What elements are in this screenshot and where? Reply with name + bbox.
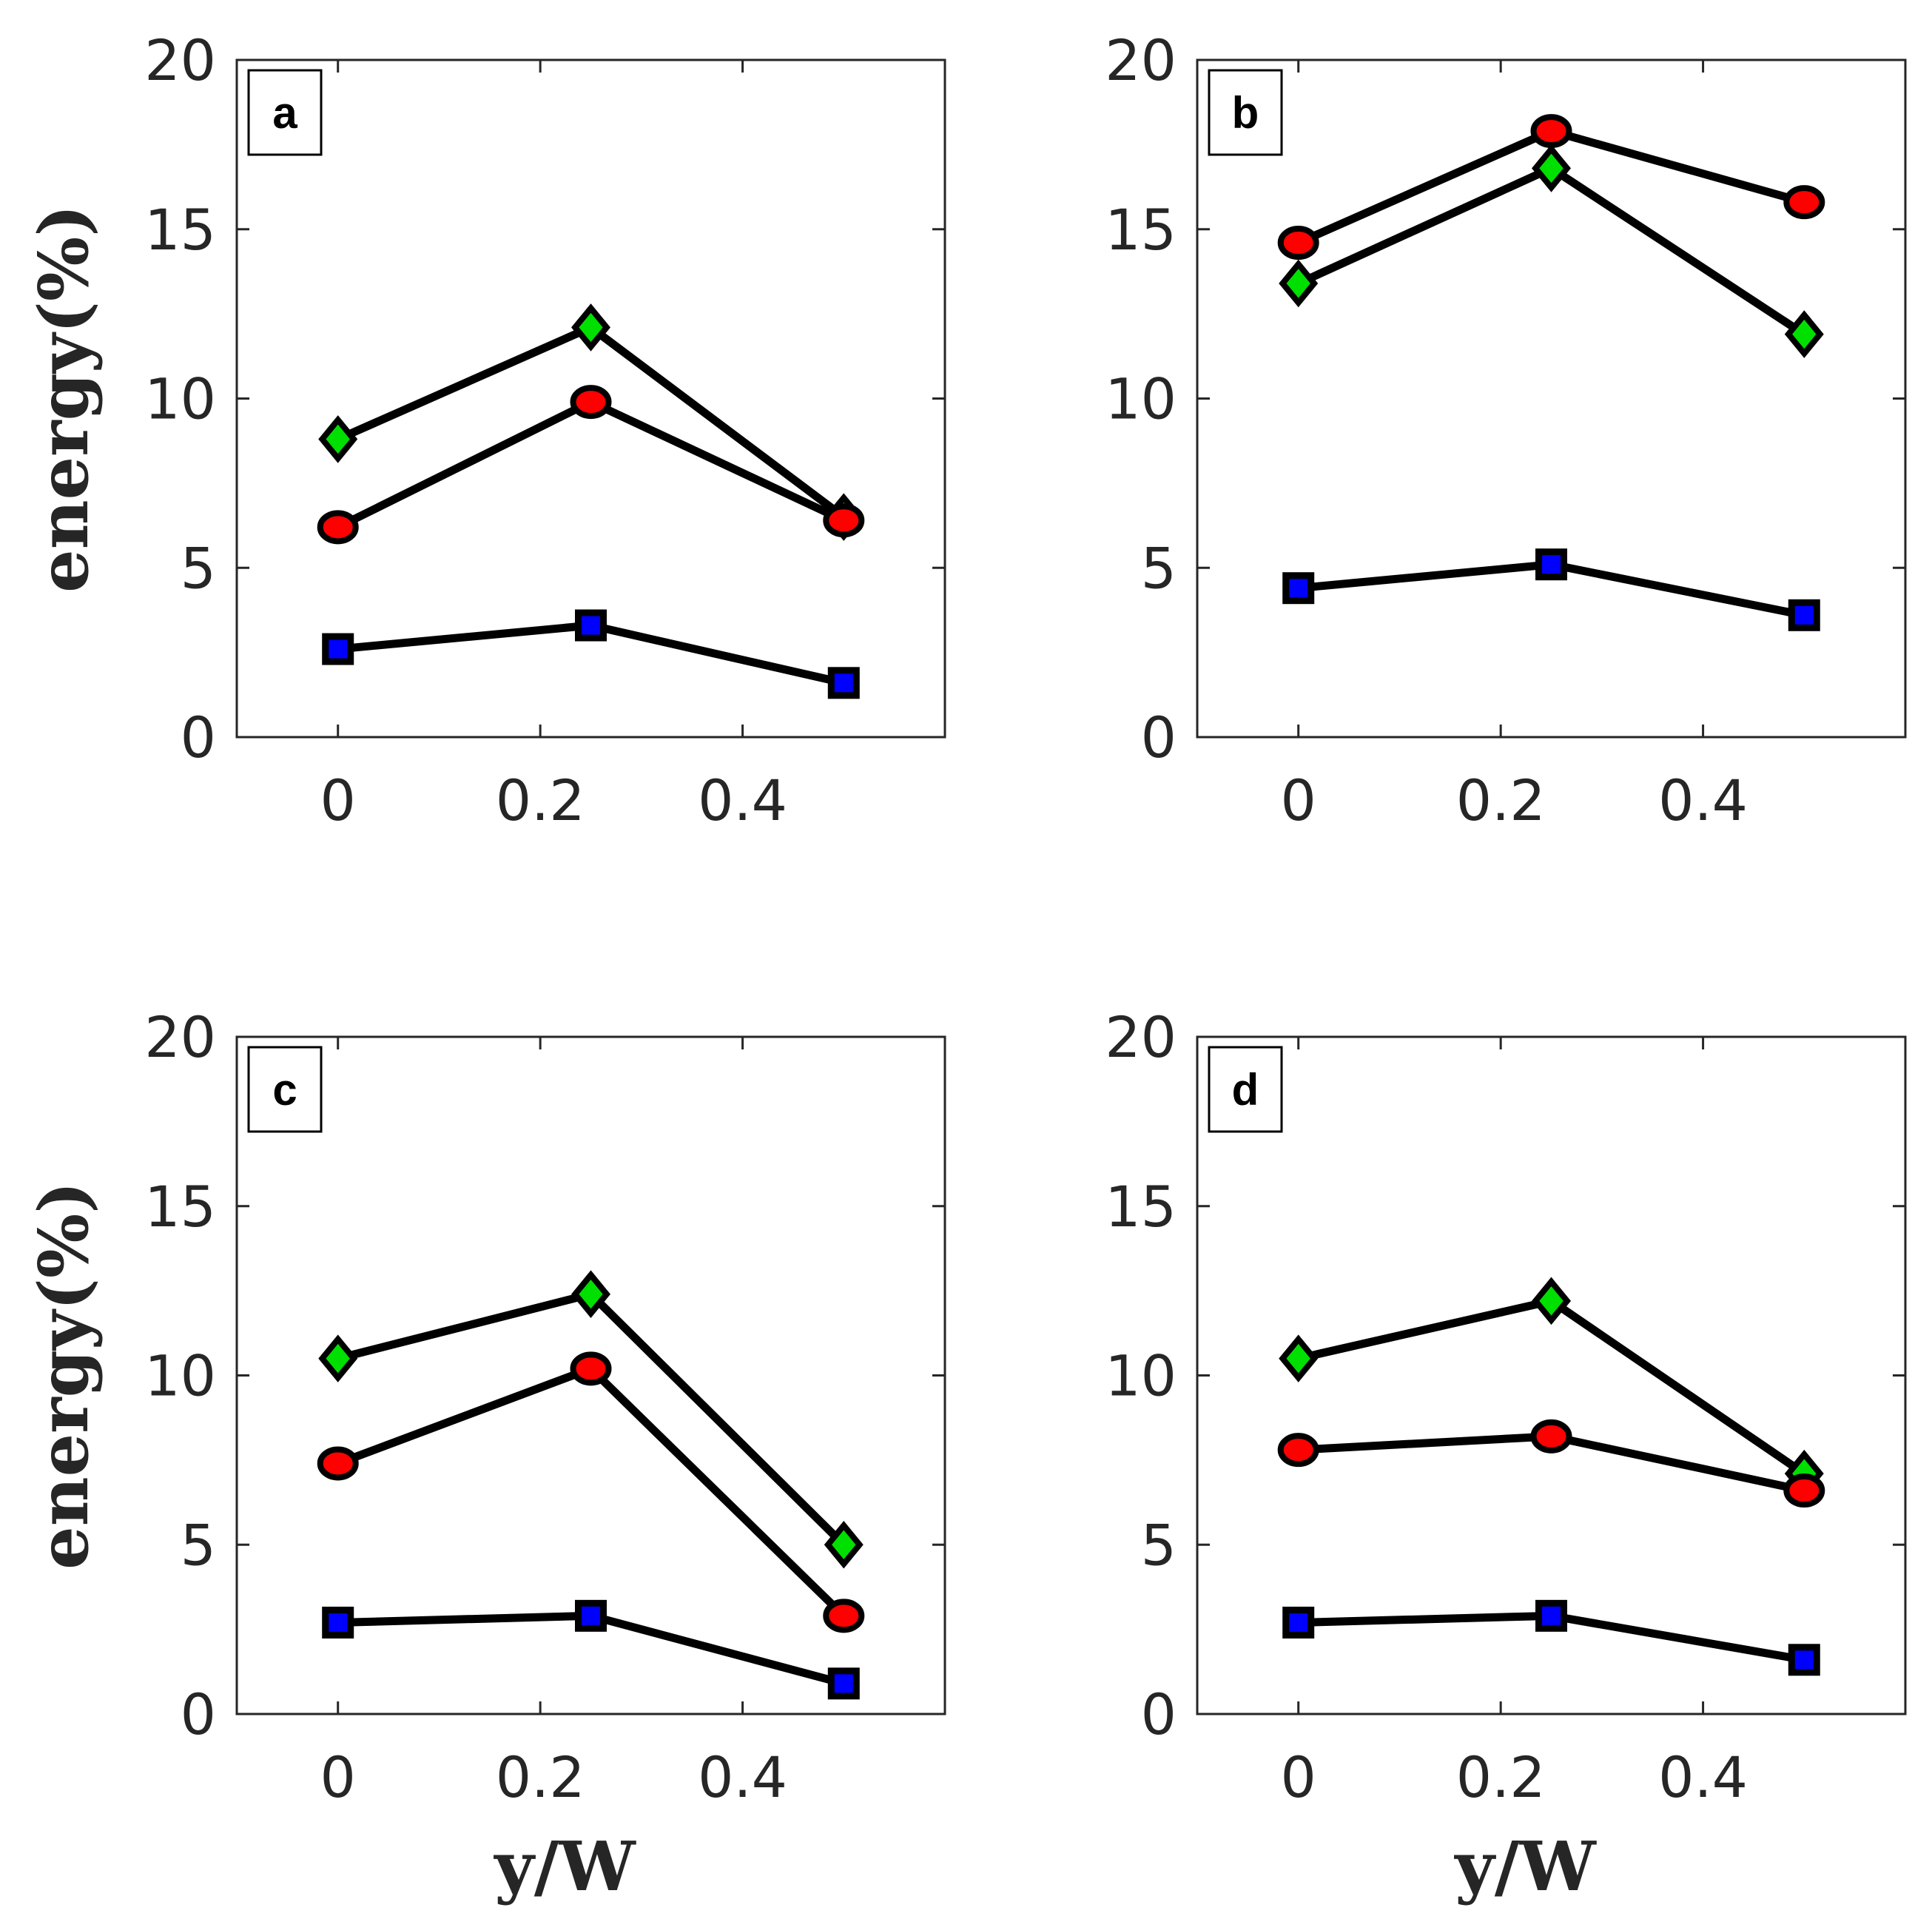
panel-label-box: [1208, 69, 1283, 156]
x-tick-label: 0.4: [698, 1744, 787, 1810]
point-blue-square: [1535, 1599, 1567, 1632]
panel-c: 0 5 10 15 20 0 0.2 0.4 energy(%) y/W c: [24, 1004, 946, 1906]
panel-label-box: [1208, 1046, 1283, 1133]
x-tick-label: 0: [320, 1744, 356, 1810]
point-green-diamond: [318, 1334, 358, 1382]
point-red-circle: [570, 1351, 612, 1386]
point-green-diamond: [1532, 144, 1571, 192]
point-red-circle: [1530, 1419, 1572, 1453]
y-tick-label: 0: [181, 705, 216, 770]
y-tick-label: 10: [144, 1343, 216, 1409]
y-axis-label: energy(%): [24, 1181, 104, 1570]
panel-label-box: [247, 1046, 323, 1133]
y-tick-label: 20: [144, 27, 216, 93]
x-tick-label: 0.2: [496, 767, 585, 833]
x-tick-label: 0: [320, 767, 356, 833]
y-tick-label: 0: [1141, 705, 1177, 770]
point-red-circle: [570, 385, 612, 420]
point-blue-square: [827, 1667, 860, 1700]
point-blue-square: [322, 633, 354, 665]
panel-a: 0 5 10 15 20 0 0.2 0.4 energy(%) a: [24, 27, 946, 833]
series-line-green-diamond: [1294, 164, 1808, 339]
x-tick-label: 0.2: [1456, 767, 1546, 833]
point-blue-square: [322, 1606, 354, 1639]
point-green-diamond: [318, 415, 358, 463]
y-tick-label: 15: [144, 1174, 216, 1240]
x-tick-label: 0: [1281, 767, 1316, 833]
point-green-diamond: [1279, 259, 1319, 308]
point-red-circle: [823, 1599, 865, 1633]
y-tick-label: 5: [181, 1512, 216, 1578]
point-blue-square: [1282, 1606, 1315, 1639]
point-blue-square: [827, 667, 860, 699]
y-tick-label: 5: [1141, 1512, 1177, 1578]
x-tick-label: 0.2: [496, 1744, 585, 1810]
point-blue-square: [575, 609, 607, 642]
point-blue-square: [1535, 548, 1567, 581]
y-tick-label: 0: [1141, 1681, 1177, 1747]
y-tick-label: 5: [181, 535, 216, 601]
panel-label: a: [272, 88, 297, 138]
point-red-circle: [317, 1446, 359, 1481]
x-axis-label: y/W: [493, 1826, 636, 1906]
x-tick-label: 0.4: [698, 767, 787, 833]
y-tick-label: 15: [1105, 197, 1177, 263]
y-tick-label: 20: [1105, 1004, 1177, 1070]
point-red-circle: [1277, 226, 1319, 261]
x-tick-label: 0: [1281, 1744, 1316, 1810]
x-tick-label: 0.2: [1456, 1744, 1546, 1810]
point-blue-square: [1788, 599, 1820, 631]
panel-d: 0 5 10 15 20 0 0.2 0.4 y/W d: [1105, 1004, 1907, 1906]
point-green-diamond: [1532, 1277, 1571, 1325]
panel-label: c: [272, 1065, 297, 1115]
y-tick-label: 15: [144, 197, 216, 263]
point-red-circle: [317, 510, 359, 545]
series-line-red-circle: [334, 1364, 848, 1620]
point-red-circle: [1277, 1433, 1319, 1468]
x-axis-label: y/W: [1453, 1826, 1597, 1906]
y-tick-label: 20: [1105, 27, 1177, 93]
panel-label: d: [1232, 1065, 1259, 1115]
y-tick-label: 15: [1105, 1174, 1177, 1240]
point-green-diamond: [571, 1270, 610, 1319]
y-tick-label: 10: [1105, 366, 1177, 432]
y-tick-label: 5: [1141, 535, 1177, 601]
point-red-circle: [1783, 185, 1825, 220]
point-green-diamond: [571, 303, 610, 352]
y-tick-label: 0: [181, 1681, 216, 1747]
point-green-diamond: [1784, 310, 1824, 358]
panel-label-box: [247, 69, 323, 156]
series-line-green-diamond: [334, 1290, 848, 1549]
y-tick-label: 20: [144, 1004, 216, 1070]
x-tick-label: 0.4: [1658, 1744, 1748, 1810]
point-red-circle: [1530, 114, 1572, 149]
point-red-circle: [823, 503, 865, 538]
point-blue-square: [1282, 572, 1315, 605]
x-tick-label: 0.4: [1658, 767, 1748, 833]
point-blue-square: [1788, 1644, 1820, 1676]
point-green-diamond: [1279, 1334, 1319, 1382]
panel-label: b: [1232, 88, 1259, 138]
panel-b: 0 5 10 15 20 0 0.2 0.4 b: [1105, 27, 1907, 833]
point-red-circle: [1783, 1473, 1825, 1508]
y-tick-label: 10: [1105, 1343, 1177, 1409]
point-green-diamond: [824, 1520, 864, 1569]
point-blue-square: [575, 1599, 607, 1632]
y-axis-label: energy(%): [24, 204, 104, 593]
y-tick-label: 10: [144, 366, 216, 432]
